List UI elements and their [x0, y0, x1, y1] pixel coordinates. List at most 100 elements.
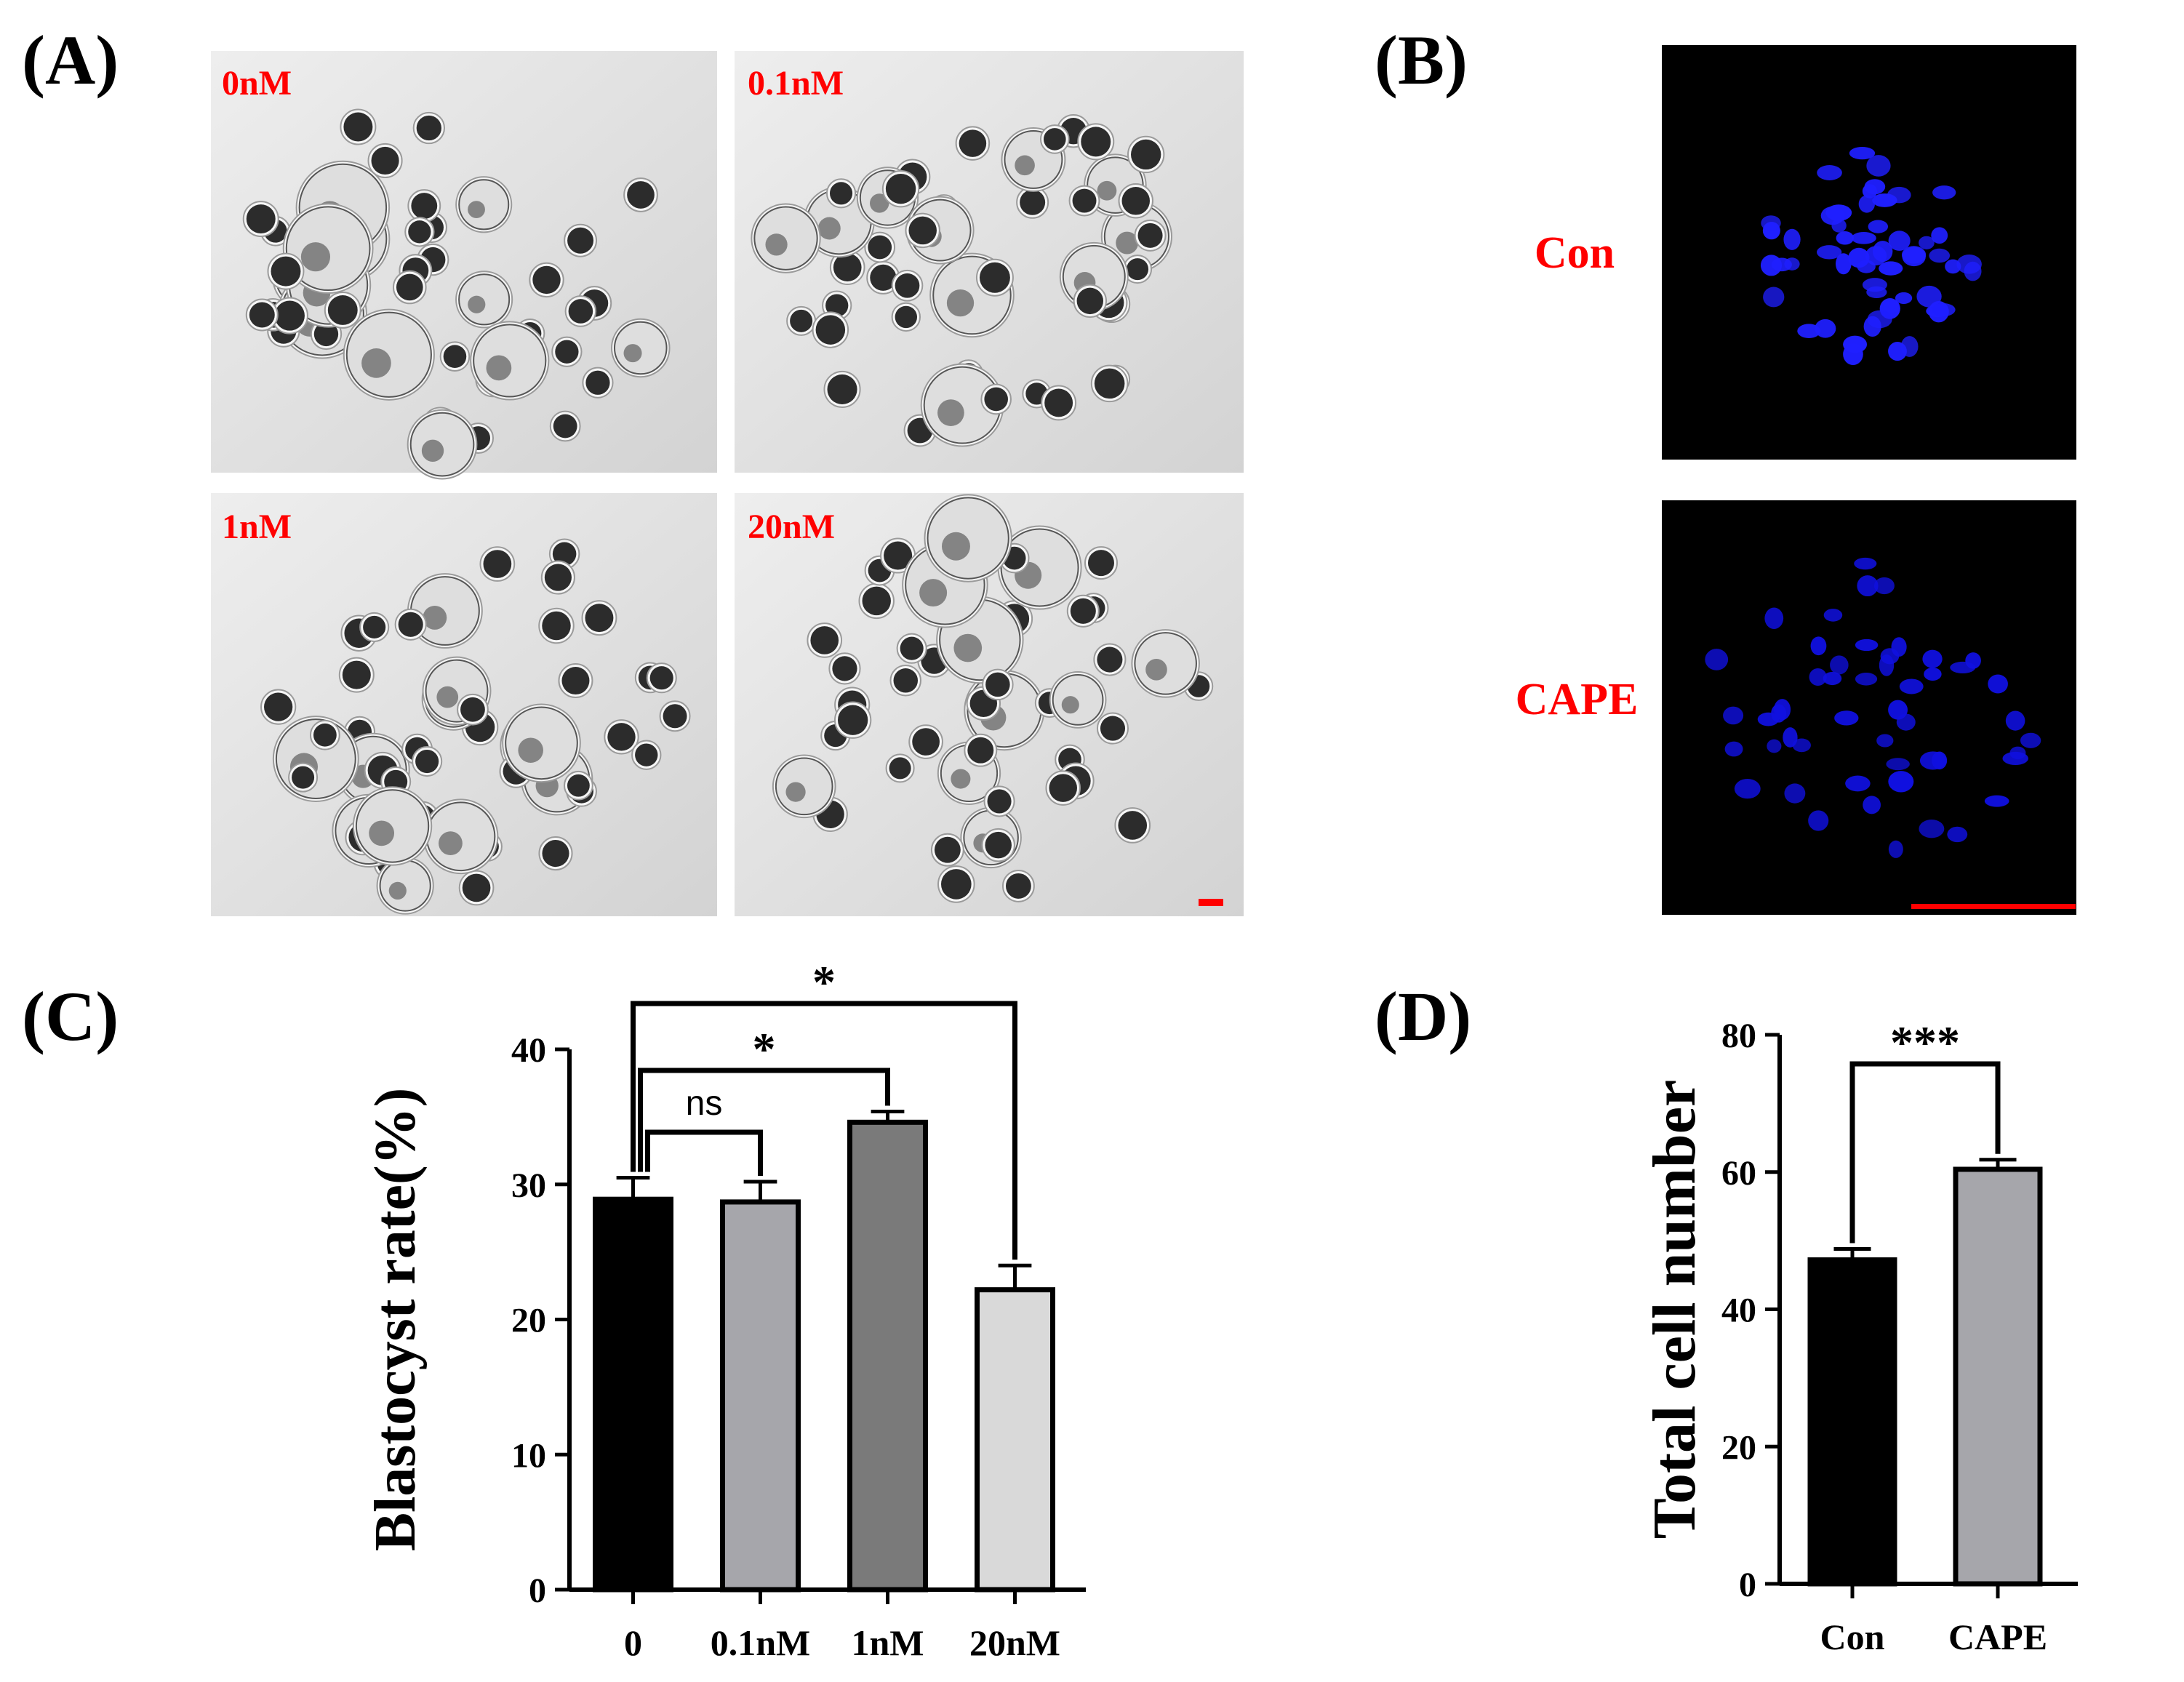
- row-label-con: Con: [1535, 228, 1615, 278]
- fluorescence-con: [1662, 45, 2076, 460]
- micrograph-0.1nM: 0.1nM: [735, 51, 1244, 473]
- nucleus: [2020, 732, 2041, 748]
- y-tick-label: 10: [511, 1436, 546, 1475]
- inner-cell-mass: [1097, 180, 1117, 201]
- embryo: [415, 749, 439, 774]
- nucleus: [1866, 155, 1891, 177]
- nucleus: [1855, 672, 1878, 686]
- embryo: [532, 265, 561, 295]
- blastocyst: [753, 206, 818, 271]
- nucleus: [1723, 706, 1744, 725]
- embryo: [585, 370, 610, 395]
- nuclei-cluster: [1705, 557, 2041, 858]
- nucleus: [1843, 335, 1868, 353]
- nucleus: [1873, 577, 1895, 595]
- embryo: [893, 668, 919, 693]
- nucleus: [1825, 204, 1852, 221]
- embryo-cluster: [242, 108, 671, 480]
- embryo: [1049, 774, 1077, 802]
- micrograph-1nM: 1nM: [211, 493, 717, 916]
- embryo: [1131, 139, 1161, 170]
- embryo: [1127, 258, 1149, 281]
- inner-cell-mass: [423, 605, 447, 630]
- inner-cell-mass: [817, 217, 841, 240]
- nucleus: [1929, 248, 1951, 263]
- embryo-cluster: [751, 114, 1173, 447]
- embryo: [908, 216, 937, 245]
- embryo: [585, 604, 614, 633]
- embryo: [885, 173, 916, 204]
- embryo: [979, 262, 1010, 293]
- nucleus: [1896, 713, 1916, 731]
- nucleus: [1836, 231, 1854, 245]
- blastocyst: [458, 179, 510, 231]
- chart-total-cell-number: 0 20 40 60 80 Total cell number Con CAPE ***: [1641, 1017, 2078, 1657]
- embryo: [460, 697, 485, 722]
- significance-bracket: [638, 1068, 890, 1172]
- nucleus: [1888, 840, 1903, 858]
- significance-label: ***: [1890, 1017, 1960, 1068]
- nucleus: [1857, 260, 1876, 273]
- blastocyst: [505, 706, 578, 780]
- nucleus: [1792, 738, 1811, 753]
- nucleus: [1863, 796, 1881, 814]
- inner-cell-mass: [361, 348, 391, 378]
- embryo: [790, 309, 813, 332]
- nucleus: [1947, 826, 1968, 843]
- embryo: [1087, 550, 1114, 577]
- embryo: [542, 840, 569, 868]
- nucleus: [1950, 661, 1976, 673]
- nucleus: [1865, 246, 1887, 265]
- nucleus: [1884, 299, 1900, 313]
- row-label-cape: CAPE: [1516, 675, 1639, 724]
- nucleus: [1830, 655, 1849, 675]
- inner-cell-mass: [937, 399, 964, 426]
- embryo: [271, 256, 301, 287]
- nucleus: [1849, 147, 1876, 160]
- embryo: [889, 757, 911, 780]
- nucleus: [1817, 245, 1842, 260]
- blastocyst: [355, 789, 430, 863]
- y-tick-label: 20: [1721, 1428, 1756, 1467]
- y-tick-label: 20: [511, 1302, 546, 1340]
- significance-bracket: [1849, 1061, 2001, 1244]
- nucleus: [1866, 286, 1887, 298]
- embryo: [663, 704, 687, 729]
- embryo: [987, 789, 1012, 814]
- y-tick-label: 60: [1721, 1154, 1756, 1193]
- embryo: [825, 294, 849, 317]
- y-axis-label: Total cell number: [1641, 1080, 1708, 1539]
- inner-cell-mass: [439, 831, 463, 856]
- y-axis-label: Blastocyst rate(%): [364, 1088, 428, 1552]
- embryo: [870, 264, 897, 291]
- nucleus: [2002, 751, 2028, 766]
- micrograph-label: 1nM: [222, 508, 292, 546]
- y-tick-label: 40: [1721, 1291, 1756, 1330]
- embryo: [396, 273, 423, 301]
- embryo: [1005, 873, 1031, 899]
- micrograph-0nM: 0nM: [211, 51, 717, 480]
- embryo: [567, 227, 594, 254]
- embryo: [416, 115, 441, 141]
- nucleus: [1872, 193, 1897, 207]
- embryo: [398, 612, 423, 637]
- nucleus: [1924, 667, 1942, 681]
- embryo: [1044, 388, 1073, 417]
- nucleus: [1857, 575, 1879, 597]
- inner-cell-mass: [870, 193, 889, 213]
- embryo: [1137, 223, 1163, 248]
- nucleus: [1888, 771, 1914, 793]
- embryo: [912, 728, 940, 756]
- embryo: [552, 542, 577, 566]
- inner-cell-mass: [486, 355, 512, 381]
- embryo: [544, 564, 572, 591]
- bar-0.1nM: [720, 1199, 801, 1593]
- nucleus: [1901, 246, 1927, 264]
- inner-cell-mass: [951, 769, 971, 789]
- embryo: [1121, 187, 1151, 215]
- nucleus: [1931, 227, 1948, 244]
- blastocyst: [425, 801, 496, 872]
- panel-d-label: (D): [1375, 977, 1471, 1055]
- embryo: [827, 374, 857, 404]
- inner-cell-mass: [1015, 155, 1035, 176]
